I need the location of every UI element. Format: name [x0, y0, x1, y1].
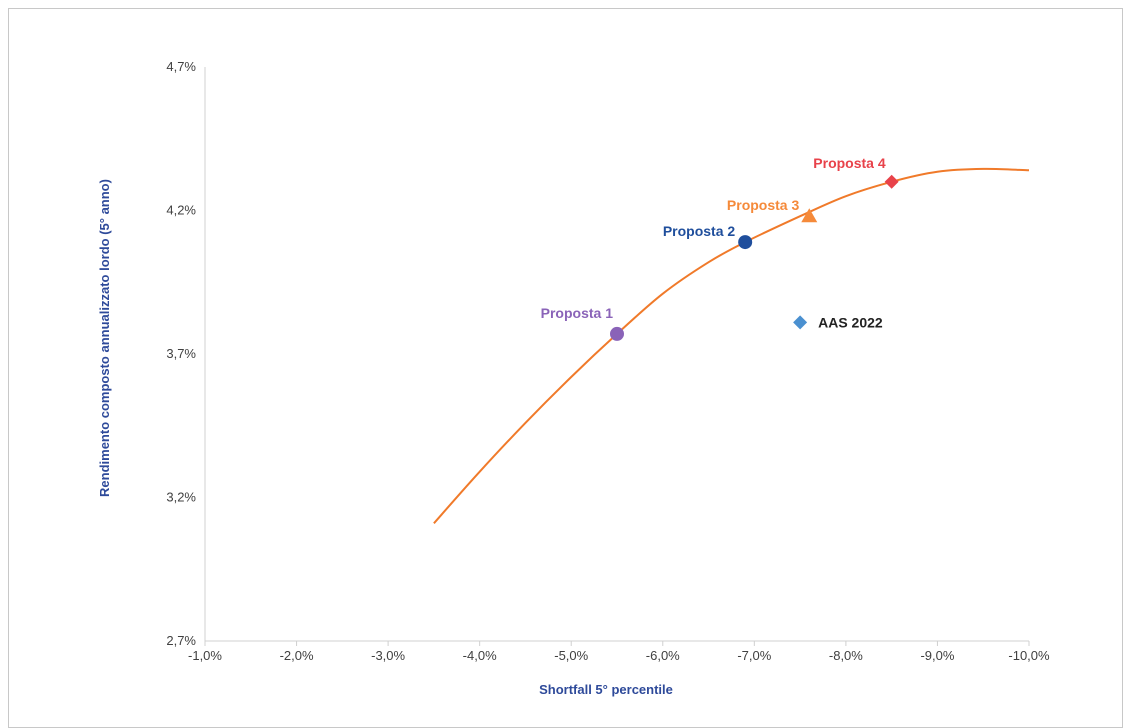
y-axis-title: Rendimento composto annualizzato lordo (…	[97, 179, 112, 497]
marker-aas-2022	[793, 315, 808, 330]
label-proposta-4: Proposta 4	[813, 155, 886, 171]
x-tick-label: -4,0%	[463, 648, 497, 663]
y-tick-label: 3,2%	[166, 490, 196, 505]
marker-proposta-3	[801, 208, 818, 223]
y-tick-label: 4,2%	[166, 203, 196, 218]
marker-proposta-1	[610, 326, 624, 341]
series	[433, 167, 1030, 524]
label-aas-2022: AAS 2022	[818, 314, 883, 330]
point-labels: Proposta 1 Proposta 2 Proposta 3 Proposta 4…	[541, 155, 886, 331]
x-tick-label: -7,0%	[737, 648, 771, 663]
y-tick-label: 3,7%	[166, 346, 196, 361]
x-tick-label: -2,0%	[280, 648, 314, 663]
y-tick-label: 4,7%	[166, 59, 196, 74]
x-tick-label: -1,0%	[188, 648, 222, 663]
x-tick-label: -8,0%	[829, 648, 863, 663]
x-tick-label: -6,0%	[646, 648, 680, 663]
marker-proposta-2	[738, 235, 753, 250]
x-tick-label: -10,0%	[1008, 648, 1050, 663]
tick-labels: 2,7% 3,2% 3,7% 4,2% 4,7% -1,0% -2,0% -3,0% -4,0%…	[166, 59, 1050, 663]
axes	[204, 67, 1030, 646]
label-proposta-2: Proposta 2	[663, 223, 736, 239]
y-tick-label: 2,7%	[166, 633, 196, 648]
efficient-frontier-line	[433, 167, 1030, 524]
label-proposta-3: Proposta 3	[727, 197, 800, 213]
label-proposta-1: Proposta 1	[541, 305, 614, 321]
marker-proposta-4	[884, 174, 899, 189]
x-axis-title: Shortfall 5° percentile	[539, 682, 673, 697]
x-tick-label: -9,0%	[920, 648, 954, 663]
x-tick-label: -5,0%	[554, 648, 588, 663]
x-tick-label: -3,0%	[371, 648, 405, 663]
chart-frame	[8, 8, 1123, 728]
